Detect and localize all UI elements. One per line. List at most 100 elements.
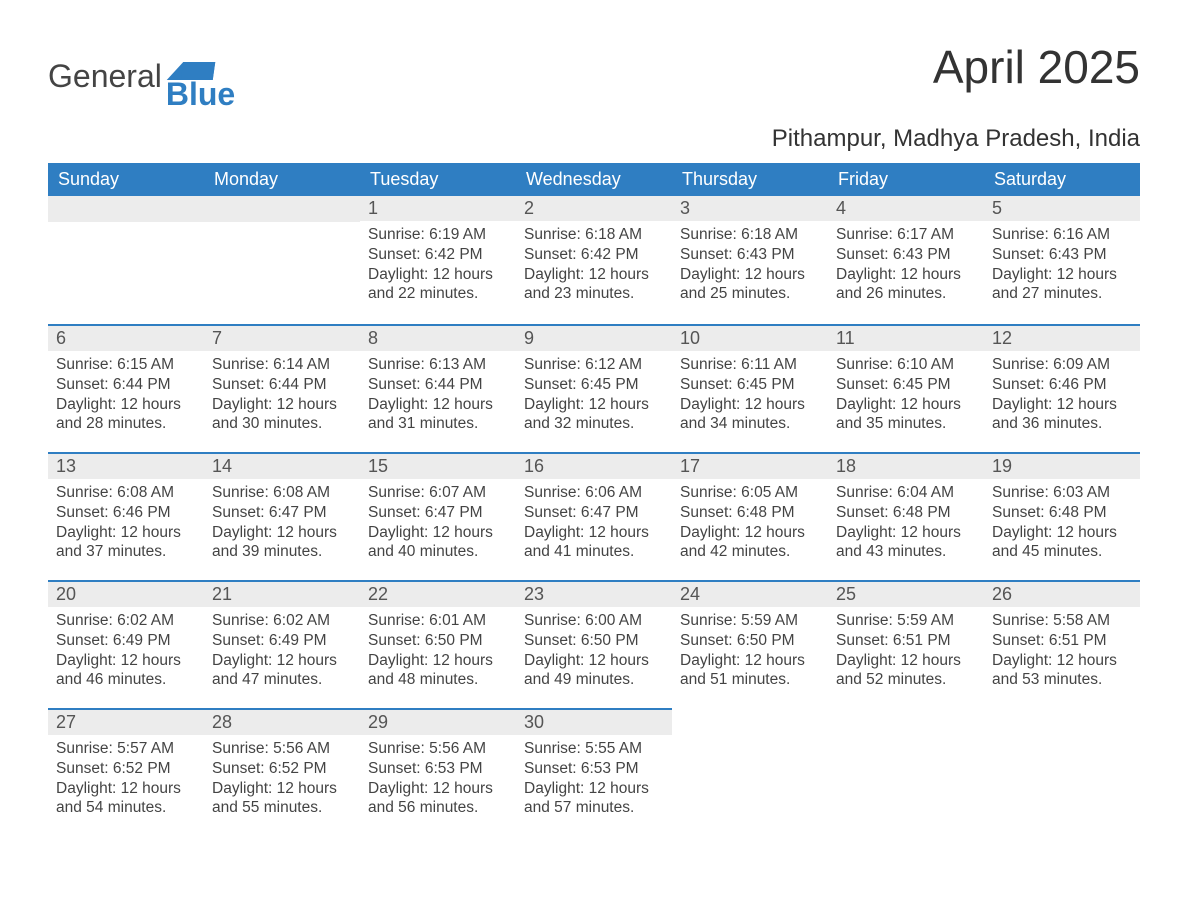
sunset-text: Sunset: 6:49 PM — [56, 631, 196, 651]
day-info: Sunrise: 6:18 AMSunset: 6:43 PMDaylight:… — [672, 221, 828, 304]
calendar-day: 4Sunrise: 6:17 AMSunset: 6:43 PMDaylight… — [828, 196, 984, 324]
daylight-text: and 48 minutes. — [368, 670, 508, 690]
daylight-text: and 45 minutes. — [992, 542, 1132, 562]
sunrise-text: Sunrise: 6:10 AM — [836, 355, 976, 375]
daylight-text: Daylight: 12 hours — [524, 395, 664, 415]
calendar-week: 1Sunrise: 6:19 AMSunset: 6:42 PMDaylight… — [48, 196, 1140, 324]
sunset-text: Sunset: 6:51 PM — [992, 631, 1132, 651]
sunset-text: Sunset: 6:47 PM — [524, 503, 664, 523]
sunrise-text: Sunrise: 6:15 AM — [56, 355, 196, 375]
day-number: 9 — [516, 324, 672, 351]
day-number: 12 — [984, 324, 1140, 351]
daylight-text: Daylight: 12 hours — [992, 395, 1132, 415]
daylight-text: and 34 minutes. — [680, 414, 820, 434]
daylight-text: Daylight: 12 hours — [56, 395, 196, 415]
daylight-text: and 32 minutes. — [524, 414, 664, 434]
calendar-day: 5Sunrise: 6:16 AMSunset: 6:43 PMDaylight… — [984, 196, 1140, 324]
calendar-day — [984, 708, 1140, 836]
daylight-text: and 46 minutes. — [56, 670, 196, 690]
daylight-text: Daylight: 12 hours — [56, 523, 196, 543]
day-info: Sunrise: 6:03 AMSunset: 6:48 PMDaylight:… — [984, 479, 1140, 562]
calendar-day: 27Sunrise: 5:57 AMSunset: 6:52 PMDayligh… — [48, 708, 204, 836]
calendar-week: 6Sunrise: 6:15 AMSunset: 6:44 PMDaylight… — [48, 324, 1140, 452]
sunset-text: Sunset: 6:44 PM — [212, 375, 352, 395]
day-info: Sunrise: 6:15 AMSunset: 6:44 PMDaylight:… — [48, 351, 204, 434]
day-number: 27 — [48, 708, 204, 735]
daylight-text: and 47 minutes. — [212, 670, 352, 690]
daylight-text: Daylight: 12 hours — [212, 779, 352, 799]
day-info: Sunrise: 6:06 AMSunset: 6:47 PMDaylight:… — [516, 479, 672, 562]
daylight-text: Daylight: 12 hours — [56, 779, 196, 799]
sunrise-text: Sunrise: 6:11 AM — [680, 355, 820, 375]
sunset-text: Sunset: 6:46 PM — [56, 503, 196, 523]
page-title: April 2025 — [933, 40, 1140, 94]
sunrise-text: Sunrise: 6:05 AM — [680, 483, 820, 503]
sunrise-text: Sunrise: 6:01 AM — [368, 611, 508, 631]
calendar-day: 7Sunrise: 6:14 AMSunset: 6:44 PMDaylight… — [204, 324, 360, 452]
day-info: Sunrise: 5:56 AMSunset: 6:52 PMDaylight:… — [204, 735, 360, 818]
day-info: Sunrise: 6:09 AMSunset: 6:46 PMDaylight:… — [984, 351, 1140, 434]
sunrise-text: Sunrise: 6:07 AM — [368, 483, 508, 503]
sunrise-text: Sunrise: 6:08 AM — [212, 483, 352, 503]
day-info: Sunrise: 6:05 AMSunset: 6:48 PMDaylight:… — [672, 479, 828, 562]
sunset-text: Sunset: 6:48 PM — [992, 503, 1132, 523]
daylight-text: Daylight: 12 hours — [368, 779, 508, 799]
day-info: Sunrise: 6:17 AMSunset: 6:43 PMDaylight:… — [828, 221, 984, 304]
day-info: Sunrise: 6:07 AMSunset: 6:47 PMDaylight:… — [360, 479, 516, 562]
daylight-text: Daylight: 12 hours — [680, 523, 820, 543]
calendar-day: 22Sunrise: 6:01 AMSunset: 6:50 PMDayligh… — [360, 580, 516, 708]
calendar-day: 21Sunrise: 6:02 AMSunset: 6:49 PMDayligh… — [204, 580, 360, 708]
calendar-day: 18Sunrise: 6:04 AMSunset: 6:48 PMDayligh… — [828, 452, 984, 580]
daylight-text: Daylight: 12 hours — [680, 395, 820, 415]
sunset-text: Sunset: 6:53 PM — [524, 759, 664, 779]
day-info: Sunrise: 6:00 AMSunset: 6:50 PMDaylight:… — [516, 607, 672, 690]
daylight-text: and 55 minutes. — [212, 798, 352, 818]
sunrise-text: Sunrise: 5:56 AM — [368, 739, 508, 759]
calendar-day: 10Sunrise: 6:11 AMSunset: 6:45 PMDayligh… — [672, 324, 828, 452]
daylight-text: and 41 minutes. — [524, 542, 664, 562]
calendar-day: 6Sunrise: 6:15 AMSunset: 6:44 PMDaylight… — [48, 324, 204, 452]
calendar-day: 26Sunrise: 5:58 AMSunset: 6:51 PMDayligh… — [984, 580, 1140, 708]
daylight-text: and 30 minutes. — [212, 414, 352, 434]
sunrise-text: Sunrise: 6:08 AM — [56, 483, 196, 503]
calendar-day: 20Sunrise: 6:02 AMSunset: 6:49 PMDayligh… — [48, 580, 204, 708]
sunset-text: Sunset: 6:50 PM — [524, 631, 664, 651]
calendar-day: 8Sunrise: 6:13 AMSunset: 6:44 PMDaylight… — [360, 324, 516, 452]
sunrise-text: Sunrise: 6:00 AM — [524, 611, 664, 631]
daylight-text: and 49 minutes. — [524, 670, 664, 690]
day-info: Sunrise: 5:55 AMSunset: 6:53 PMDaylight:… — [516, 735, 672, 818]
calendar-day: 28Sunrise: 5:56 AMSunset: 6:52 PMDayligh… — [204, 708, 360, 836]
daylight-text: Daylight: 12 hours — [368, 265, 508, 285]
day-number: 2 — [516, 196, 672, 221]
column-header: Friday — [828, 163, 984, 196]
sunrise-text: Sunrise: 6:19 AM — [368, 225, 508, 245]
column-header: Wednesday — [516, 163, 672, 196]
calendar-day: 11Sunrise: 6:10 AMSunset: 6:45 PMDayligh… — [828, 324, 984, 452]
daylight-text: Daylight: 12 hours — [368, 651, 508, 671]
sunrise-text: Sunrise: 6:09 AM — [992, 355, 1132, 375]
daylight-text: and 56 minutes. — [368, 798, 508, 818]
sunset-text: Sunset: 6:47 PM — [368, 503, 508, 523]
sunset-text: Sunset: 6:53 PM — [368, 759, 508, 779]
sunset-text: Sunset: 6:46 PM — [992, 375, 1132, 395]
sunset-text: Sunset: 6:50 PM — [368, 631, 508, 651]
sunset-text: Sunset: 6:48 PM — [836, 503, 976, 523]
calendar-day — [48, 196, 204, 324]
calendar-day: 24Sunrise: 5:59 AMSunset: 6:50 PMDayligh… — [672, 580, 828, 708]
daylight-text: Daylight: 12 hours — [992, 265, 1132, 285]
sunrise-text: Sunrise: 6:13 AM — [368, 355, 508, 375]
daylight-text: Daylight: 12 hours — [56, 651, 196, 671]
day-info: Sunrise: 6:10 AMSunset: 6:45 PMDaylight:… — [828, 351, 984, 434]
header-row: SundayMondayTuesdayWednesdayThursdayFrid… — [48, 163, 1140, 196]
daylight-text: Daylight: 12 hours — [212, 651, 352, 671]
logo-text-2: Blue — [166, 76, 235, 113]
sunrise-text: Sunrise: 6:18 AM — [680, 225, 820, 245]
title-block: April 2025 — [933, 40, 1140, 94]
daylight-text: Daylight: 12 hours — [836, 395, 976, 415]
day-number: 20 — [48, 580, 204, 607]
calendar-week: 20Sunrise: 6:02 AMSunset: 6:49 PMDayligh… — [48, 580, 1140, 708]
sunrise-text: Sunrise: 5:59 AM — [680, 611, 820, 631]
calendar-day: 19Sunrise: 6:03 AMSunset: 6:48 PMDayligh… — [984, 452, 1140, 580]
daylight-text: and 27 minutes. — [992, 284, 1132, 304]
sunset-text: Sunset: 6:45 PM — [836, 375, 976, 395]
